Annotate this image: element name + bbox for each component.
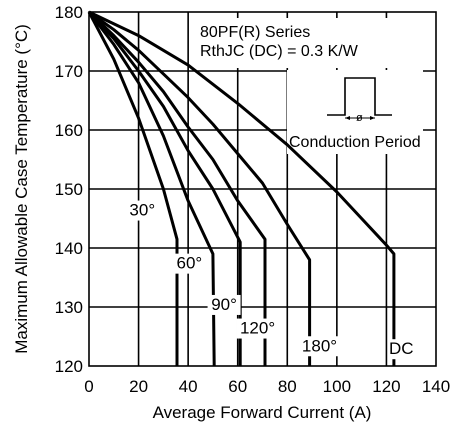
x-tick-label: 80 [278,377,297,396]
curve-120° [87,10,267,366]
x-tick-label: 140 [422,377,450,396]
annotation-background [198,18,388,68]
conduction-period-diagram: ø Conduction Period [287,70,423,154]
x-tick-label: 120 [372,377,400,396]
y-tick-labels: 120 130 140 150 160 170 180 [55,3,83,376]
y-tick-label: 120 [55,357,83,376]
curve-label-background [389,339,414,360]
phi-symbol: ø [356,112,363,124]
plot-frame [88,11,437,367]
y-tick-label: 150 [55,180,83,199]
y-tick-label: 130 [55,298,83,317]
x-tick-label: 0 [84,377,93,396]
phi-arrow-left [345,116,350,120]
y-tick-label: 160 [55,121,83,140]
curve-label: 120° [240,319,275,338]
phi-arrow-right [370,116,375,120]
x-tick-label: 20 [129,377,148,396]
x-axis-label: Average Forward Current (A) [153,403,372,422]
curve-label: 180° [302,336,337,355]
curve-label-background [207,294,241,315]
y-tick-label: 140 [55,239,83,258]
curve-labels: 30° 60° 90°120° 180° DC [125,200,414,360]
conduction-waveform [327,77,392,116]
curve-60° [87,11,216,367]
curve-label-background [172,253,206,274]
conduction-period-label: Conduction Period [289,134,421,151]
curve-180° [88,10,312,366]
curve-DC [88,10,396,366]
curve-label: DC [389,339,414,358]
curve-label-background [236,318,279,339]
y-tick-label: 180 [55,3,83,22]
curve-label: 60° [177,254,203,273]
y-tick-label: 170 [55,62,83,81]
annotation-box: 80PF(R) Series RthJC (DC) = 0.3 K/W [198,18,388,68]
x-tick-label: 60 [228,377,247,396]
curve-label: 30° [129,201,155,220]
series-title-annotation: 80PF(R) Series [200,24,310,41]
curve-label: 90° [211,295,237,314]
x-tick-labels: 0 20 40 60 80 100 120 140 [84,377,450,396]
curve-90° [87,10,242,366]
rth-annotation: RthJC (DC) = 0.3 K/W [200,43,359,60]
conduction-diagram-background [287,70,423,154]
y-axis-label: Maximum Allowable Case Temperature (°C) [12,24,31,354]
x-tick-label: 40 [179,377,198,396]
x-tick-label: 100 [323,377,351,396]
curve-label-background [298,336,341,357]
curve-label-background [125,200,159,221]
